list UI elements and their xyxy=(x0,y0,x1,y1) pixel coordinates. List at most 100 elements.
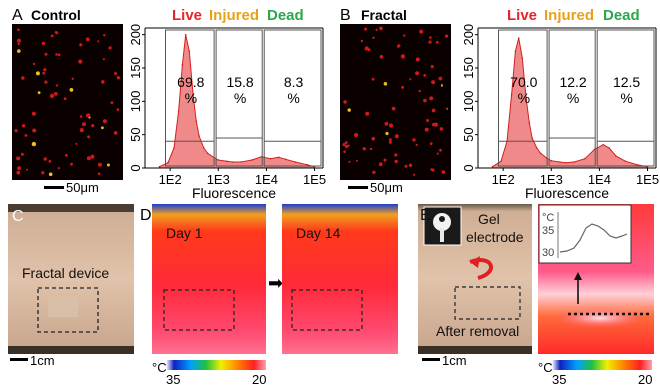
histogram-point xyxy=(232,161,234,163)
cell-dot xyxy=(21,76,25,80)
cell-dot xyxy=(430,65,434,69)
cell-dot xyxy=(439,127,444,131)
histogram-point xyxy=(536,147,538,149)
legend-injured-a: Injured xyxy=(209,7,259,24)
cell-dot xyxy=(391,106,396,111)
cell-dot xyxy=(103,34,106,37)
cell-dot xyxy=(378,162,383,167)
cell-dot xyxy=(394,134,399,139)
panel-letter-d: D xyxy=(140,207,152,224)
cell-dot xyxy=(371,136,376,141)
histogram-point xyxy=(240,161,242,163)
histogram-point xyxy=(284,158,287,161)
cell-dot xyxy=(385,131,389,136)
cell-dot xyxy=(439,148,442,152)
y-tick-label: 50 xyxy=(461,127,476,141)
cell-dot xyxy=(400,54,406,59)
histogram-point xyxy=(521,57,524,59)
histogram-point xyxy=(517,37,520,39)
cell-dot xyxy=(423,74,427,77)
after-removal-label: After removal xyxy=(436,323,519,339)
histogram-fractal: Live Injured Dead 70.0%12.2%12.5%0501001… xyxy=(437,7,659,201)
cell-dot xyxy=(364,27,367,31)
cell-dot xyxy=(79,43,83,47)
cell-dot xyxy=(44,80,48,84)
cell-dot xyxy=(412,173,416,176)
cell-dot xyxy=(365,111,370,116)
cell-dot xyxy=(57,53,61,57)
gate-percent-label: 8.3 xyxy=(284,74,304,90)
device-outline xyxy=(37,287,99,333)
cell-dot xyxy=(343,100,347,104)
gate-percent-label: 12.5 xyxy=(613,74,640,90)
scalebar-a xyxy=(44,186,64,189)
cell-dot xyxy=(17,42,20,46)
histogram-point xyxy=(167,161,169,164)
x-tick-label: 1E2 xyxy=(492,172,515,187)
histogram-point xyxy=(624,160,627,163)
temperature-profile-inset: °C 35 30 xyxy=(538,204,632,264)
cell-dot xyxy=(48,172,53,177)
cell-dot xyxy=(50,34,54,38)
colorbar-e-unit: °C xyxy=(538,360,553,375)
day14-label: Day 14 xyxy=(296,225,341,241)
cell-dot xyxy=(78,59,83,64)
gel-electrode-label-2: electrode xyxy=(466,229,524,245)
cell-dots-control xyxy=(14,28,121,177)
cell-dot xyxy=(97,162,102,167)
gate-percent-label: % xyxy=(567,90,579,106)
cell-dot xyxy=(367,48,371,52)
cell-dot xyxy=(110,101,114,105)
gel-electrode-label-1: Gel xyxy=(478,211,500,227)
cell-dot xyxy=(43,157,47,161)
y-tick-label: 200 xyxy=(128,24,143,46)
x-tick-label: 1E5 xyxy=(636,172,659,187)
day1-label: Day 1 xyxy=(166,225,203,241)
histogram-point xyxy=(217,159,220,161)
histogram-control: Live Injured Dead 69.8%15.8%8.3%05010015… xyxy=(104,7,326,201)
cell-dot xyxy=(54,31,58,34)
x-tick-label: 1E3 xyxy=(207,172,230,187)
cell-dot xyxy=(79,115,83,118)
gate-box xyxy=(215,29,263,167)
y-tick-label: 0 xyxy=(128,164,143,171)
cell-dot xyxy=(44,52,48,56)
gate-box xyxy=(596,29,655,167)
scalebar-a-label: 50μm xyxy=(66,180,99,195)
colorbar-e-max: 20 xyxy=(638,372,652,387)
cell-dot xyxy=(415,143,418,146)
cell-dot xyxy=(369,147,373,151)
y-axis-label: Count xyxy=(437,79,453,116)
cell-dot xyxy=(116,76,121,80)
x-axis-label: Fluorescence xyxy=(192,185,276,201)
cell-dot xyxy=(53,92,58,96)
cell-dot xyxy=(113,131,118,135)
cell-dot xyxy=(354,132,359,138)
gate-percent-label: 70.0 xyxy=(510,74,537,90)
cell-dot xyxy=(375,28,378,31)
cell-dot xyxy=(31,141,37,147)
cell-dot xyxy=(32,128,37,133)
cell-dot xyxy=(446,107,449,110)
cell-dot xyxy=(101,80,105,84)
cell-dot xyxy=(102,58,105,61)
x-tick-label: 1E4 xyxy=(255,172,278,187)
gate-box xyxy=(548,29,596,167)
legend-dead-b: Dead xyxy=(603,7,640,24)
cell-dot xyxy=(441,170,446,175)
cell-dot xyxy=(116,108,120,111)
y-tick-label: 150 xyxy=(128,57,143,79)
cell-dot xyxy=(69,88,74,92)
cell-dot xyxy=(379,26,383,31)
cell-dot xyxy=(432,122,436,127)
photo-gel-electrode xyxy=(418,204,532,354)
colorbar-d-min: 35 xyxy=(166,372,180,387)
photo-fractal-device xyxy=(8,204,134,354)
cell-dot xyxy=(426,119,429,122)
colorbar-e xyxy=(552,360,652,370)
histogram-point xyxy=(514,50,517,53)
gate-percent-label: % xyxy=(518,90,530,106)
scalebar-e-label: 1cm xyxy=(442,353,467,368)
y-tick-label: 50 xyxy=(128,127,143,141)
